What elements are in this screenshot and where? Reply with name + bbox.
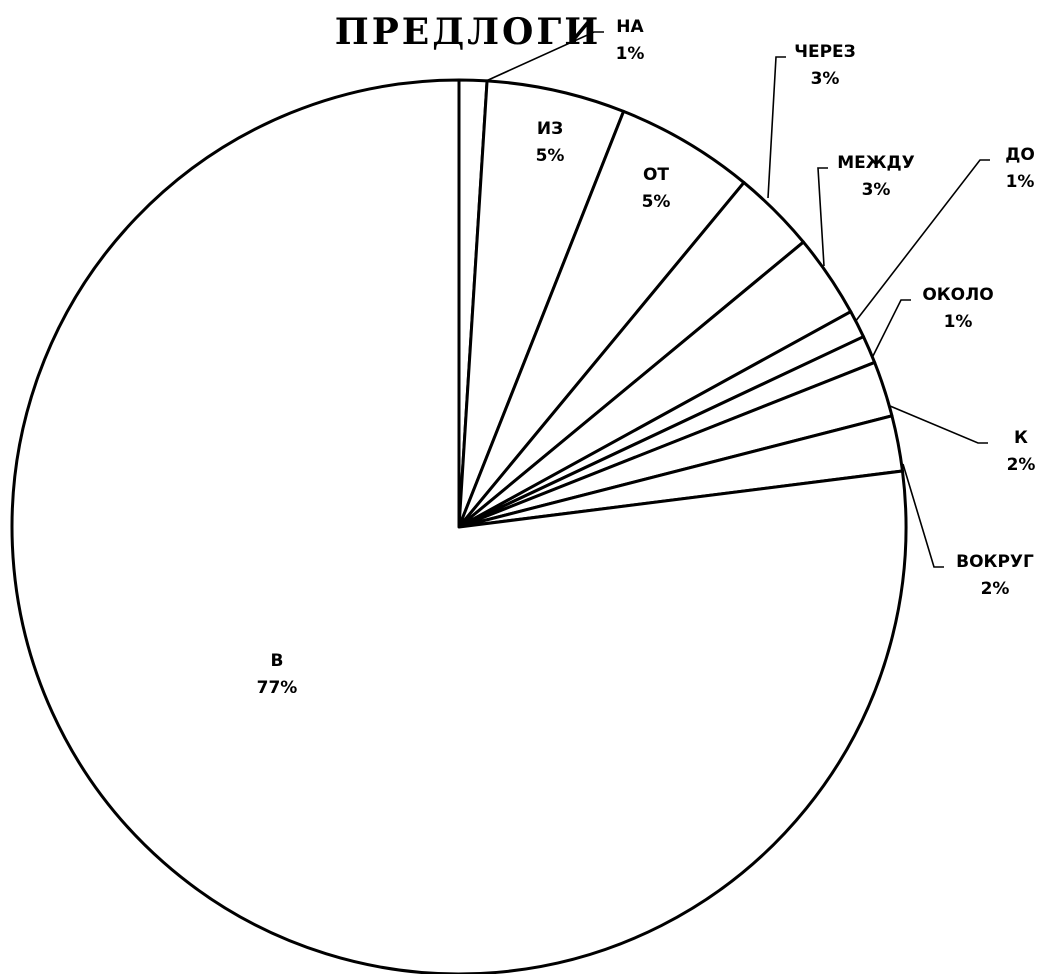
chart-title: ПРЕДЛОГИ bbox=[335, 11, 602, 53]
data-label-percent-9: 77% bbox=[257, 678, 298, 698]
data-label-2: ОТ 5% bbox=[642, 165, 671, 212]
data-label-7: К 2% bbox=[1007, 428, 1036, 475]
data-label-6: ОКОЛО 1% bbox=[922, 285, 993, 332]
leader-line-7 bbox=[889, 405, 988, 444]
data-label-category-9: В bbox=[271, 651, 284, 671]
data-labels: НА 1% ИЗ 5% ОТ 5% ЧЕРЕЗ 3% МЕЖДУ 3% ДО 1% ОКОЛО 1% К 2%… bbox=[257, 17, 1036, 698]
data-label-1: ИЗ 5% bbox=[536, 119, 565, 166]
data-label-category-5: ДО bbox=[1005, 145, 1035, 165]
data-label-percent-6: 1% bbox=[944, 312, 973, 332]
pie-slices bbox=[10, 78, 908, 974]
data-label-percent-4: 3% bbox=[862, 180, 891, 200]
leader-line-5 bbox=[854, 159, 990, 323]
data-label-category-7: К bbox=[1014, 428, 1028, 448]
data-label-percent-2: 5% bbox=[642, 192, 671, 212]
leader-line-3 bbox=[767, 56, 786, 199]
data-label-category-3: ЧЕРЕЗ bbox=[794, 42, 856, 62]
data-label-category-0: НА bbox=[616, 17, 644, 37]
data-label-percent-7: 2% bbox=[1007, 455, 1036, 475]
pie-slice-9 bbox=[10, 78, 908, 974]
leader-line-0 bbox=[485, 31, 604, 82]
data-label-category-6: ОКОЛО bbox=[922, 285, 993, 305]
leader-line-8 bbox=[902, 463, 944, 568]
data-label-0: НА 1% bbox=[616, 17, 645, 64]
data-label-category-1: ИЗ bbox=[537, 119, 563, 139]
data-label-category-4: МЕЖДУ bbox=[837, 153, 915, 173]
leader-line-4 bbox=[817, 167, 828, 267]
data-label-percent-1: 5% bbox=[536, 146, 565, 166]
data-label-percent-8: 2% bbox=[981, 579, 1010, 599]
data-label-9: В 77% bbox=[257, 651, 298, 698]
data-label-category-2: ОТ bbox=[643, 165, 669, 185]
data-label-percent-0: 1% bbox=[616, 44, 645, 64]
data-label-5: ДО 1% bbox=[1005, 145, 1035, 192]
data-label-4: МЕЖДУ 3% bbox=[837, 153, 915, 200]
data-label-8: ВОКРУГ 2% bbox=[956, 552, 1034, 599]
data-label-3: ЧЕРЕЗ 3% bbox=[794, 42, 856, 89]
data-label-category-8: ВОКРУГ bbox=[956, 552, 1034, 572]
data-label-percent-3: 3% bbox=[811, 69, 840, 89]
data-label-percent-5: 1% bbox=[1006, 172, 1035, 192]
leader-lines bbox=[485, 31, 990, 568]
leader-line-6 bbox=[872, 299, 911, 357]
